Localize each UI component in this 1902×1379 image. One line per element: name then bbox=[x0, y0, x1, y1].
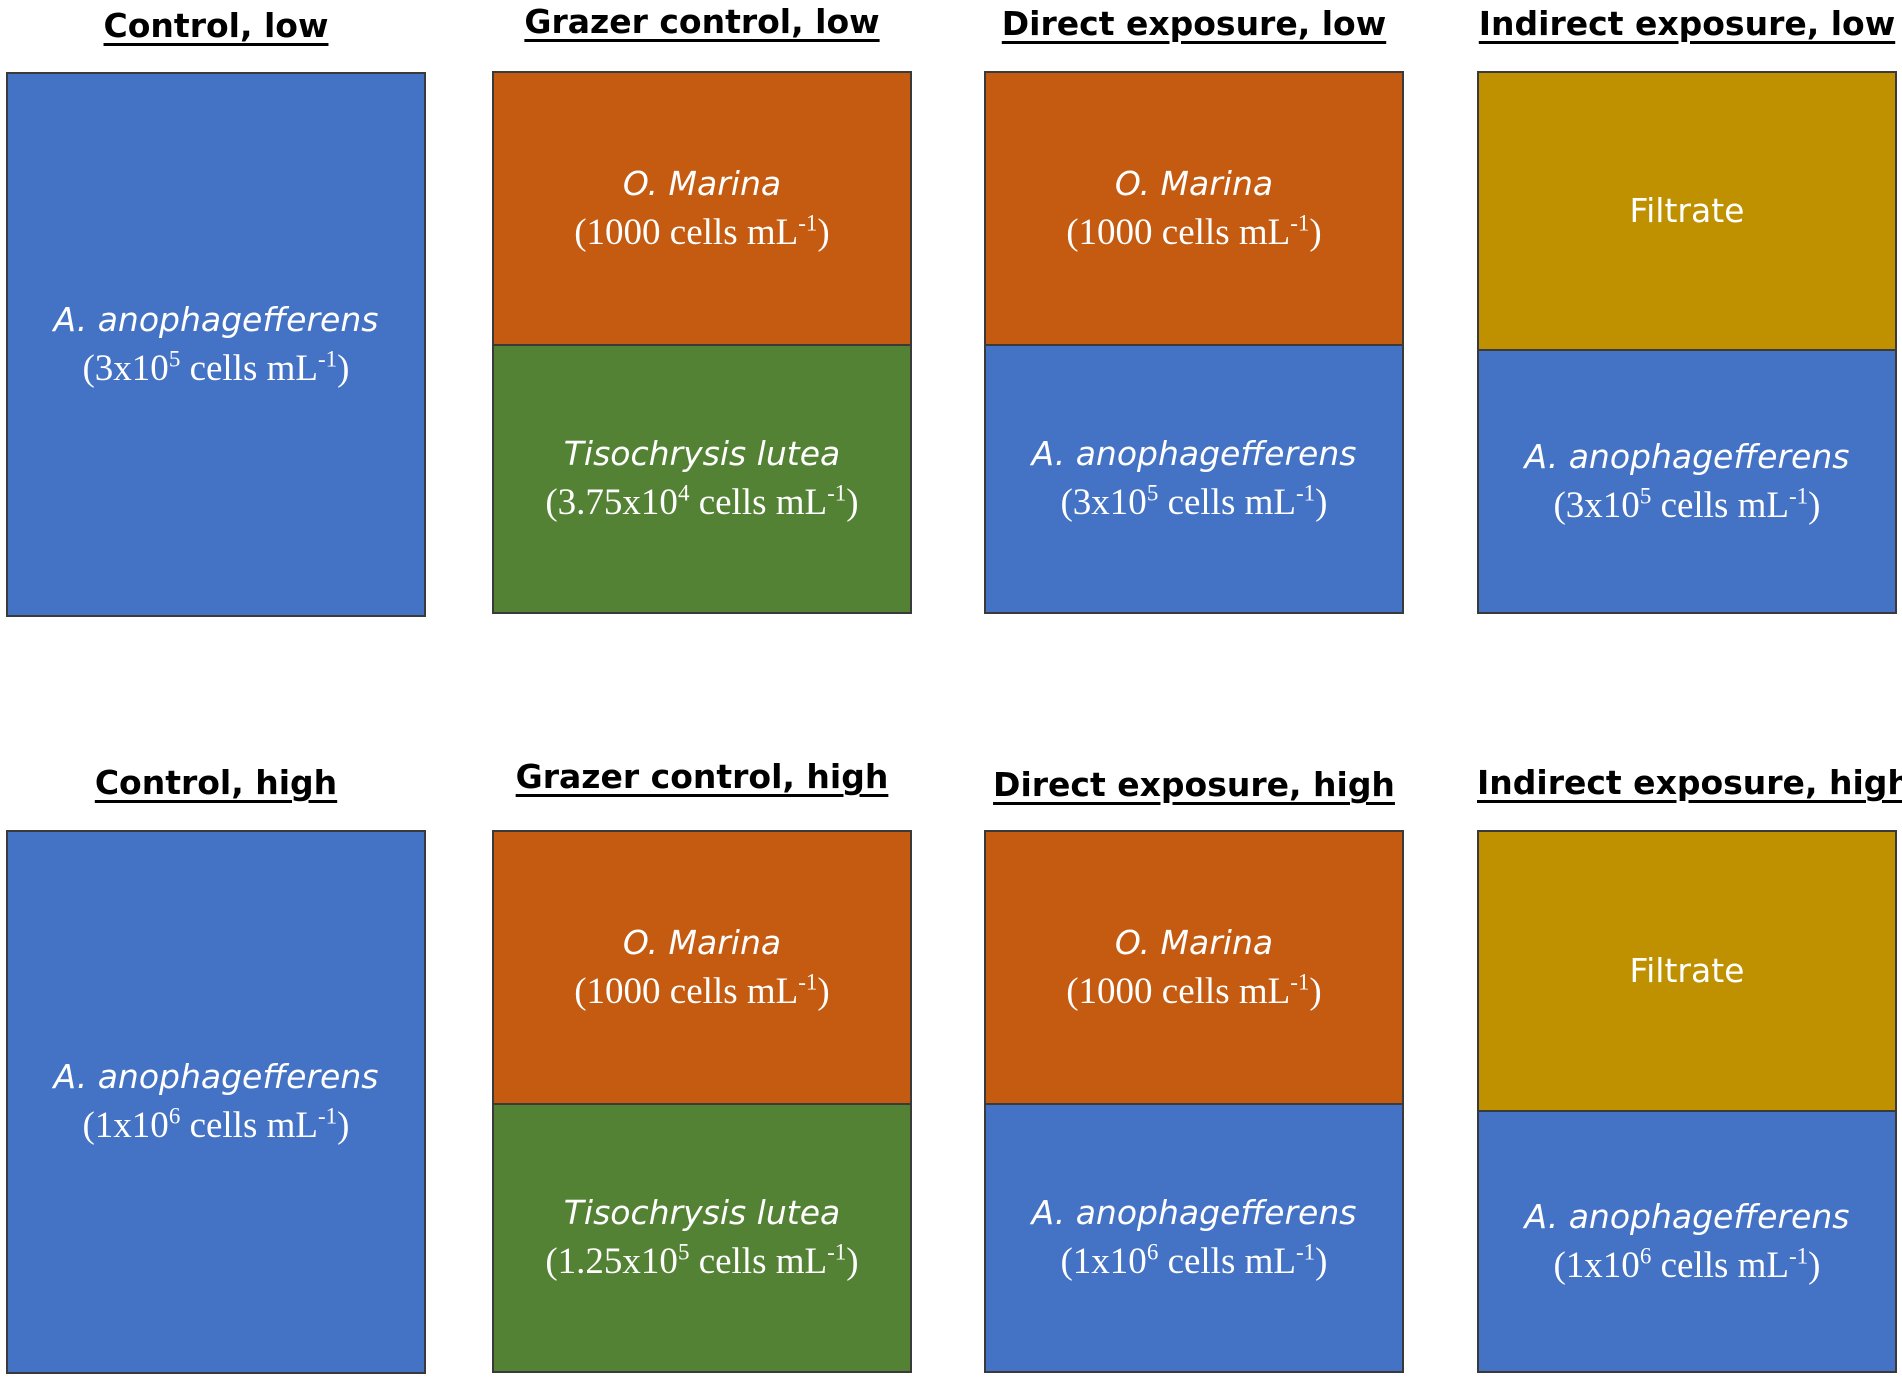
concentration: (3x105 cells mL-1) bbox=[1060, 480, 1328, 523]
concentration: (3x105 cells mL-1) bbox=[1553, 483, 1821, 526]
panel-title-direct-exposure-low: Direct exposure, low bbox=[1001, 4, 1387, 43]
concentration: (3.75x104 cells mL-1) bbox=[545, 480, 859, 523]
organism-name: A. anophagefferens bbox=[1524, 436, 1850, 476]
organism-name: A. anophagefferens bbox=[53, 299, 379, 339]
segment-a-anophagefferens: A. anophagefferens (3x105 cells mL-1) bbox=[1479, 349, 1895, 612]
organism-name: O. Marina bbox=[622, 163, 782, 203]
concentration: (3x105 cells mL-1) bbox=[82, 346, 350, 389]
concentration: (1000 cells mL-1) bbox=[574, 210, 830, 253]
concentration: (1000 cells mL-1) bbox=[1066, 969, 1322, 1012]
panel-title-grazer-control-low: Grazer control, low bbox=[524, 2, 880, 41]
organism-name: A. anophagefferens bbox=[1031, 434, 1357, 473]
panel-indirect-exposure-high: Filtrate A. anophagefferens (1x106 cells… bbox=[1477, 830, 1897, 1373]
segment-filtrate: Filtrate bbox=[1479, 73, 1895, 349]
panel-title-indirect-exposure-high: Indirect exposure, high bbox=[1477, 763, 1902, 802]
concentration: (1x106 cells mL-1) bbox=[1060, 1239, 1328, 1282]
segment-o-marina: O. Marina (1000 cells mL-1) bbox=[986, 832, 1402, 1103]
segment-tisochrysis-lutea: Tisochrysis lutea (3.75x104 cells mL-1) bbox=[494, 344, 910, 612]
panel-grazer-control-high: O. Marina (1000 cells mL-1) Tisochrysis … bbox=[492, 830, 912, 1373]
panel-title-grazer-control-high: Grazer control, high bbox=[515, 757, 889, 796]
segment-a-anophagefferens: A. anophagefferens (3x105 cells mL-1) bbox=[986, 344, 1402, 612]
panel-title-direct-exposure-high: Direct exposure, high bbox=[993, 765, 1395, 804]
organism-name: O. Marina bbox=[1114, 922, 1274, 962]
panel-direct-exposure-low: O. Marina (1000 cells mL-1) A. anophagef… bbox=[984, 71, 1404, 614]
organism-name: Tisochrysis lutea bbox=[563, 1193, 841, 1232]
panel-direct-exposure-high: O. Marina (1000 cells mL-1) A. anophagef… bbox=[984, 830, 1404, 1373]
segment-o-marina: O. Marina (1000 cells mL-1) bbox=[494, 832, 910, 1103]
filtrate-label: Filtrate bbox=[1629, 951, 1745, 990]
segment-filtrate: Filtrate bbox=[1479, 832, 1895, 1110]
concentration: (1.25x105 cells mL-1) bbox=[545, 1239, 859, 1282]
organism-name: A. anophagefferens bbox=[1031, 1193, 1357, 1232]
segment-o-marina: O. Marina (1000 cells mL-1) bbox=[494, 73, 910, 344]
organism-name: Tisochrysis lutea bbox=[563, 434, 841, 473]
organism-name: O. Marina bbox=[622, 922, 782, 962]
filtrate-label: Filtrate bbox=[1629, 191, 1745, 230]
segment-a-anophagefferens: A. anophagefferens (3x105 cells mL-1) bbox=[8, 74, 424, 615]
panel-control-high: A. anophagefferens (1x106 cells mL-1) bbox=[6, 830, 426, 1374]
concentration: (1x106 cells mL-1) bbox=[82, 1103, 350, 1146]
organism-name: A. anophagefferens bbox=[53, 1057, 379, 1096]
organism-name: O. Marina bbox=[1114, 163, 1274, 203]
segment-a-anophagefferens: A. anophagefferens (1x106 cells mL-1) bbox=[986, 1103, 1402, 1371]
panel-grazer-control-low: O. Marina (1000 cells mL-1) Tisochrysis … bbox=[492, 71, 912, 614]
panel-indirect-exposure-low: Filtrate A. anophagefferens (3x105 cells… bbox=[1477, 71, 1897, 614]
segment-a-anophagefferens: A. anophagefferens (1x106 cells mL-1) bbox=[1479, 1110, 1895, 1371]
panel-title-control-low: Control, low bbox=[103, 6, 329, 45]
concentration: (1000 cells mL-1) bbox=[1066, 210, 1322, 253]
segment-a-anophagefferens: A. anophagefferens (1x106 cells mL-1) bbox=[8, 832, 424, 1372]
panel-title-indirect-exposure-low: Indirect exposure, low bbox=[1478, 4, 1896, 43]
segment-o-marina: O. Marina (1000 cells mL-1) bbox=[986, 73, 1402, 344]
concentration: (1000 cells mL-1) bbox=[574, 969, 830, 1012]
concentration: (1x106 cells mL-1) bbox=[1553, 1243, 1821, 1286]
segment-tisochrysis-lutea: Tisochrysis lutea (1.25x105 cells mL-1) bbox=[494, 1103, 910, 1371]
panel-title-control-high: Control, high bbox=[94, 763, 338, 802]
organism-name: A. anophagefferens bbox=[1524, 1196, 1850, 1236]
panel-control-low: A. anophagefferens (3x105 cells mL-1) bbox=[6, 72, 426, 617]
